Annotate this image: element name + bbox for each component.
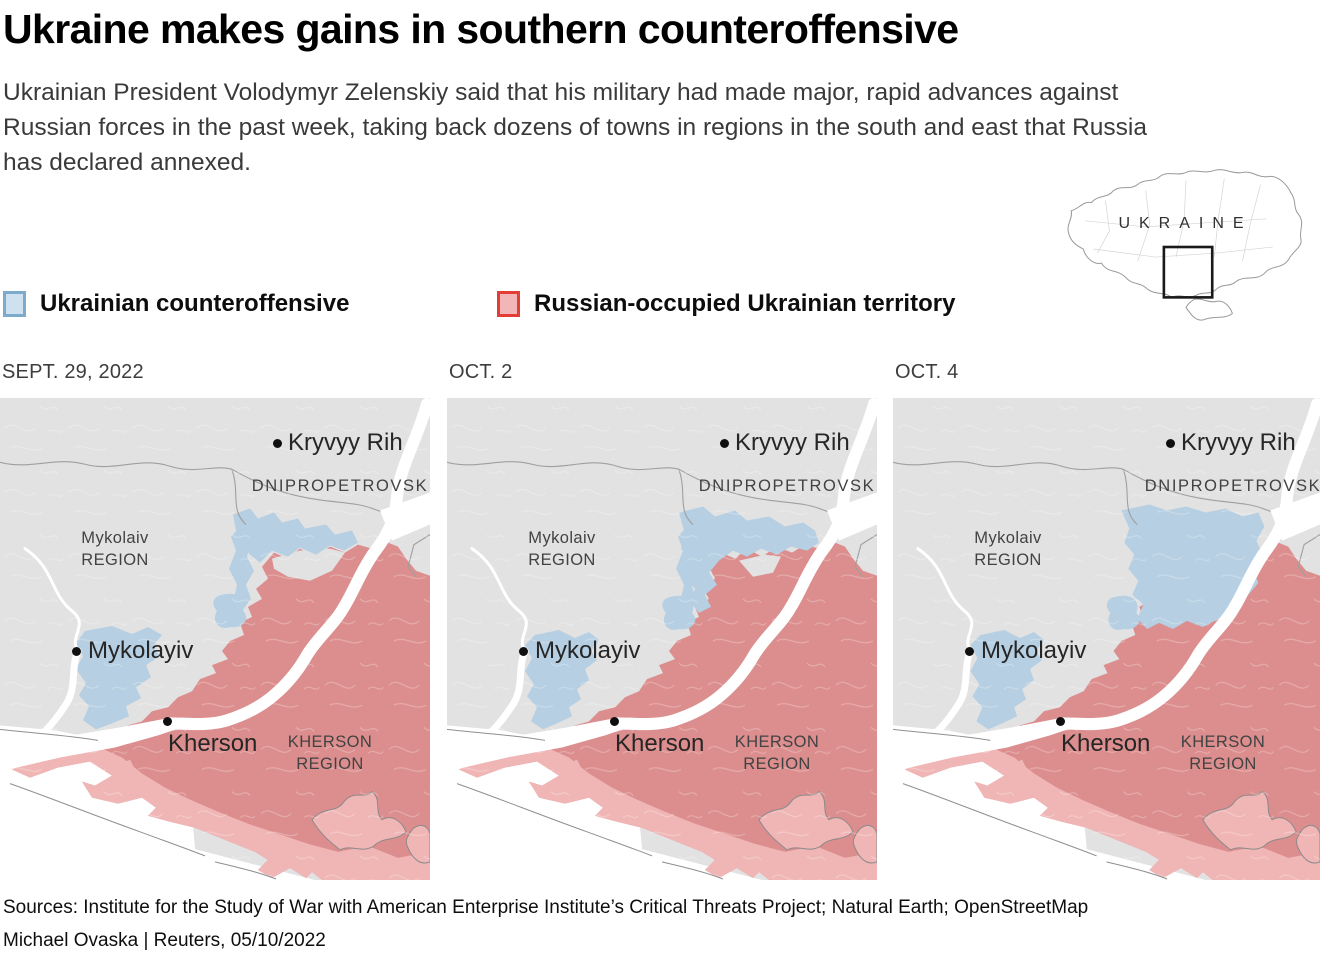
city-label-mykolayiv: Mykolayiv (535, 637, 641, 664)
map-canvas: Kryvyy Rih DNIPROPETROVSK Mykolaiv REGIO… (447, 398, 877, 880)
page-title: Ukraine makes gains in southern countero… (3, 6, 959, 52)
city-dot-mykolayiv (72, 647, 81, 656)
region-label-mykolaiv-line1: Mykolaiv (974, 529, 1042, 548)
region-label-kherson-line1: KHERSON (734, 733, 820, 752)
legend-swatch-1 (497, 291, 520, 317)
region-label-kherson-line2: REGION (296, 755, 364, 773)
city-dot-kherson (610, 717, 619, 726)
region-label-dnipropetrovsk: DNIPROPETROVSK (698, 477, 876, 496)
region-label-kherson-line1: KHERSON (1180, 733, 1266, 752)
map-panel-oct4: OCT. 4 Kryvyy Rih DNIPROPETROVSK Mykolai… (893, 358, 1320, 882)
city-label-kryvyy-rih: Kryvyy Rih (735, 429, 850, 456)
legend-item-counteroffensive: Ukrainian counteroffensive (3, 290, 349, 318)
region-label-kherson-line1: KHERSON (287, 733, 373, 752)
city-dot-kherson (1056, 717, 1065, 726)
panel-date: OCT. 4 (895, 361, 959, 383)
region-label-dnipropetrovsk: DNIPROPETROVSK (1144, 477, 1320, 496)
city-dot-mykolayiv (519, 647, 528, 656)
credit-line: Michael Ovaska | Reuters, 05/10/2022 (3, 930, 326, 951)
city-dot-mykolayiv (965, 647, 974, 656)
city-label-kherson: Kherson (168, 730, 258, 757)
city-dot-kryvyy-rih (273, 439, 282, 448)
region-label-mykolaiv-line2: REGION (974, 551, 1042, 569)
city-label-kryvyy-rih: Kryvyy Rih (1181, 429, 1296, 456)
city-dot-kryvyy-rih (1166, 439, 1175, 448)
region-label-dnipropetrovsk: DNIPROPETROVSK (251, 477, 429, 496)
region-label-mykolaiv-line1: Mykolaiv (528, 529, 596, 548)
city-label-mykolayiv: Mykolayiv (88, 637, 194, 664)
inset-focus-rect (1162, 245, 1214, 299)
region-label-kherson-line2: REGION (743, 755, 811, 773)
panel-date: SEPT. 29, 2022 (2, 361, 144, 383)
city-dot-kherson (163, 717, 172, 726)
map-canvas: Kryvyy Rih DNIPROPETROVSK Mykolaiv REGIO… (893, 398, 1320, 880)
region-label-kherson: KHERSON REGION (1181, 732, 1265, 776)
region-label-mykolaiv: Mykolaiv REGION (81, 528, 149, 572)
map-canvas: Kryvyy Rih DNIPROPETROVSK Mykolaiv REGIO… (0, 398, 430, 880)
legend-label-occupied: Russian-occupied Ukrainian territory (534, 290, 956, 317)
ukraine-outline (1067, 169, 1303, 321)
region-label-mykolaiv-line1: Mykolaiv (81, 529, 149, 548)
region-label-kherson: KHERSON REGION (288, 732, 372, 776)
city-label-mykolayiv: Mykolayiv (981, 637, 1087, 664)
region-label-mykolaiv: Mykolaiv REGION (528, 528, 596, 572)
ukraine-inset-map: UKRAINE (1045, 160, 1317, 332)
map-panel-oct2: OCT. 2 Kryvyy Rih DNIPROPETROVSK Mykolai… (447, 358, 877, 882)
sources-line: Sources: Institute for the Study of War … (3, 897, 1089, 918)
city-dot-kryvyy-rih (720, 439, 729, 448)
inset-country-label: UKRAINE (1118, 215, 1253, 232)
region-label-kherson: KHERSON REGION (735, 732, 819, 776)
legend-swatch-0 (3, 291, 26, 317)
panel-date: OCT. 2 (449, 361, 513, 383)
region-label-mykolaiv-line2: REGION (81, 551, 149, 569)
region-label-mykolaiv: Mykolaiv REGION (974, 528, 1042, 572)
inset-oblast-borders (1085, 178, 1273, 262)
region-label-mykolaiv-line2: REGION (528, 551, 596, 569)
subtitle: Ukrainian President Volodymyr Zelenskiy … (3, 79, 1147, 176)
city-label-kryvyy-rih: Kryvyy Rih (288, 429, 403, 456)
city-label-kherson: Kherson (615, 730, 705, 757)
map-panel-sept29: SEPT. 29, 2022 Kryvyy Rih DNIPROPETROVSK… (0, 358, 430, 882)
region-label-kherson-line2: REGION (1189, 755, 1257, 773)
legend-label-counteroffensive: Ukrainian counteroffensive (40, 290, 350, 317)
legend-item-occupied: Russian-occupied Ukrainian territory (497, 290, 955, 318)
city-label-kherson: Kherson (1061, 730, 1151, 757)
